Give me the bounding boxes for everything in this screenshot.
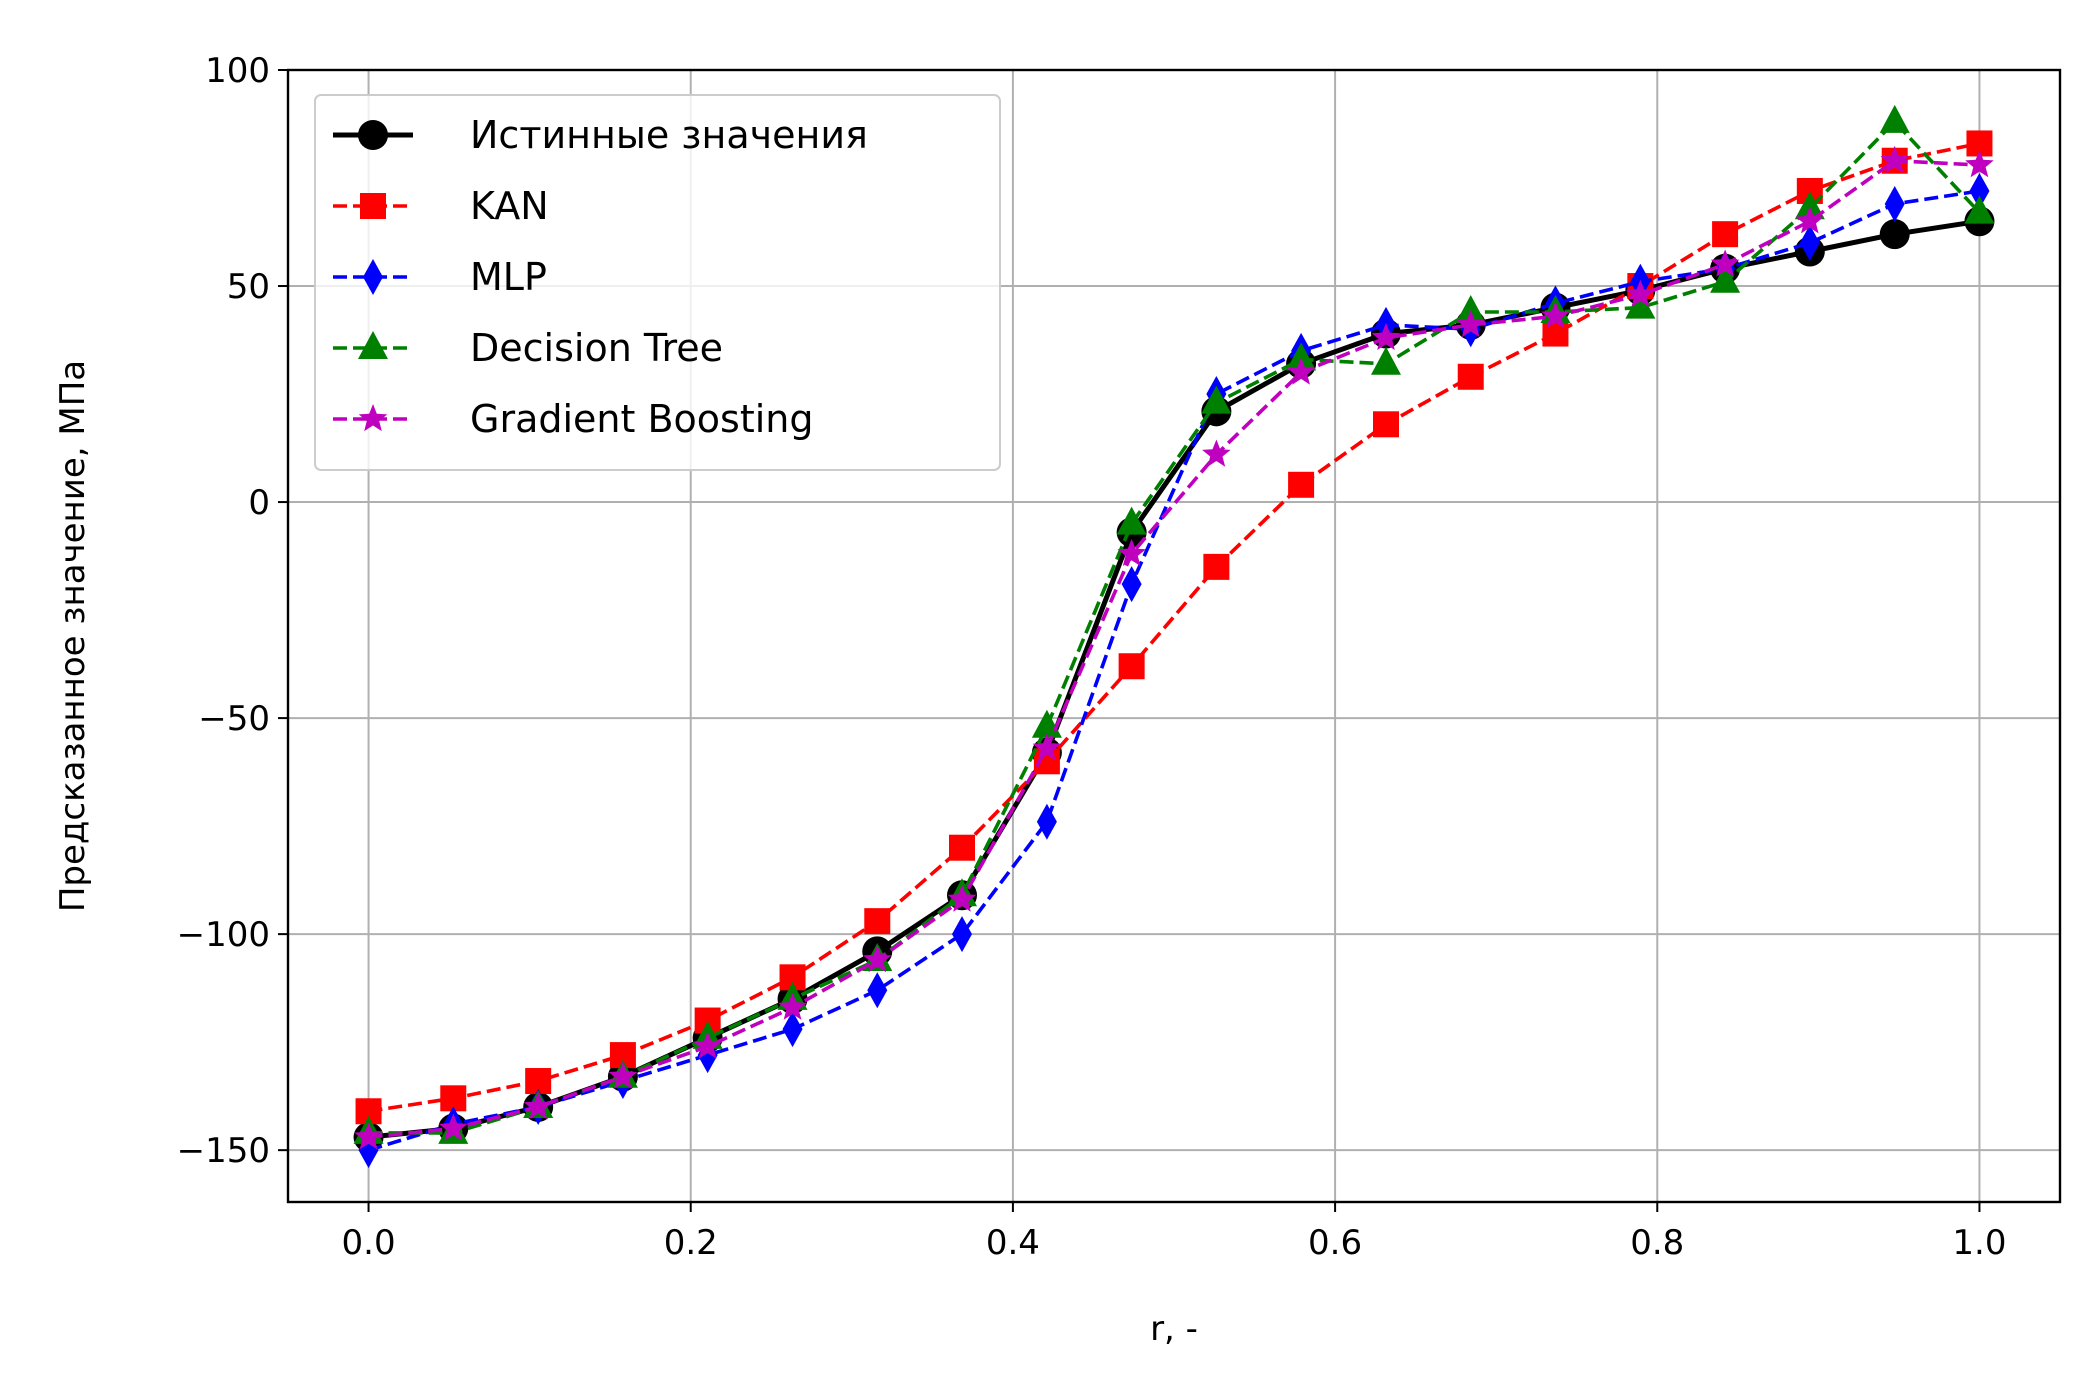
y-tick-label: 100 [205,51,270,91]
data-point-star [439,1113,468,1141]
data-point-diamond [1799,224,1820,261]
legend-item: MLP [333,255,547,299]
data-point-square [1457,363,1484,390]
data-point-diamond [1969,172,1990,209]
plot-frame [286,68,2062,1204]
series-line [368,120,1981,1135]
data-point-diamond [782,1011,803,1048]
series-gradient-boosting [354,145,1994,1150]
data-point-triangle [1710,264,1741,293]
data-point-star [1286,357,1316,385]
y-tick-label: −100 [177,915,270,955]
x-tick-label: 0.6 [1308,1223,1362,1263]
data-point-diamond [952,916,973,953]
data-point-square [360,193,386,219]
x-tick-label: 0.2 [664,1223,718,1263]
y-tick-label: 50 [227,267,270,307]
data-point-circle [1879,219,1910,250]
axis-ticks: 0.0 0.2 0.4 0.6 0.8 1.0 −150 −100 −50 0 50 100 [177,51,2007,1263]
legend-box [314,94,1001,471]
data-point-square [1203,553,1230,580]
data-point-triangle [1625,290,1656,319]
y-tick-label: 0 [248,483,270,523]
data-point-star [693,1031,722,1059]
legend-label: MLP [470,255,547,299]
data-point-star [947,884,977,912]
data-point-triangle [1201,385,1232,414]
data-point-star [354,1122,383,1150]
data-point-diamond [1121,566,1142,603]
data-point-triangle [1370,346,1401,375]
legend-label: KAN [470,184,549,228]
data-point-star [523,1091,553,1120]
data-point-star [1456,309,1485,338]
legend-item: Decision Tree [333,326,723,370]
data-point-star [358,404,388,432]
data-point-square [1288,471,1315,498]
grid [288,69,2060,1202]
data-point-triangle [1286,342,1317,371]
data-point-triangle [358,331,388,359]
legend-label: Истинные значения [470,113,868,157]
x-axis-label: r, - [1150,1309,1198,1349]
legend-label: Decision Tree [470,326,723,370]
series-line [368,158,1980,1139]
data-point-star [778,992,807,1020]
data-point-diamond [867,972,888,1009]
legend-item: KAN [333,184,549,228]
legend-label: Gradient Boosting [470,397,814,441]
data-point-square [949,834,976,861]
data-point-triangle [1031,709,1062,738]
data-point-star [1795,206,1825,234]
x-tick-label: 0.8 [1630,1223,1684,1263]
series-layer [353,104,1995,1169]
y-axis-label: Предсказанное значение, МПа [53,360,93,912]
data-point-star [1202,439,1231,467]
legend-item: Истинные значения [333,113,868,157]
data-point-star [1371,322,1401,350]
data-point-diamond [363,259,383,295]
data-point-square [1542,320,1569,347]
data-point-triangle [1964,195,1995,224]
data-point-triangle [1794,191,1825,220]
data-point-triangle [1455,294,1486,323]
data-point-star [608,1061,638,1089]
data-point-triangle [1116,506,1147,535]
data-point-diamond [1036,803,1057,840]
data-point-square [1712,221,1739,248]
data-point-star [1965,150,1994,178]
legend: Истинные значения KAN MLP Decision Tree Grad… [314,94,1001,471]
x-tick-label: 0.4 [986,1223,1040,1263]
data-point-star [1626,279,1655,307]
data-point-star [1710,249,1740,277]
data-point-circle [358,120,388,150]
data-point-star [1117,538,1146,566]
y-tick-label: −50 [198,699,270,739]
data-point-triangle [1879,104,1910,133]
data-point-square [1118,653,1145,680]
data-point-star [863,945,892,973]
data-point-square [864,908,891,935]
data-point-square [1372,411,1399,438]
x-tick-label: 1.0 [1952,1223,2006,1263]
data-point-diamond [1884,185,1905,222]
data-point-star [1541,301,1570,329]
x-tick-label: 0.0 [342,1223,396,1263]
data-point-star [1032,733,1062,761]
data-point-star [1880,145,1909,173]
legend-item: Gradient Boosting [333,397,814,441]
y-tick-label: −150 [177,1131,270,1171]
